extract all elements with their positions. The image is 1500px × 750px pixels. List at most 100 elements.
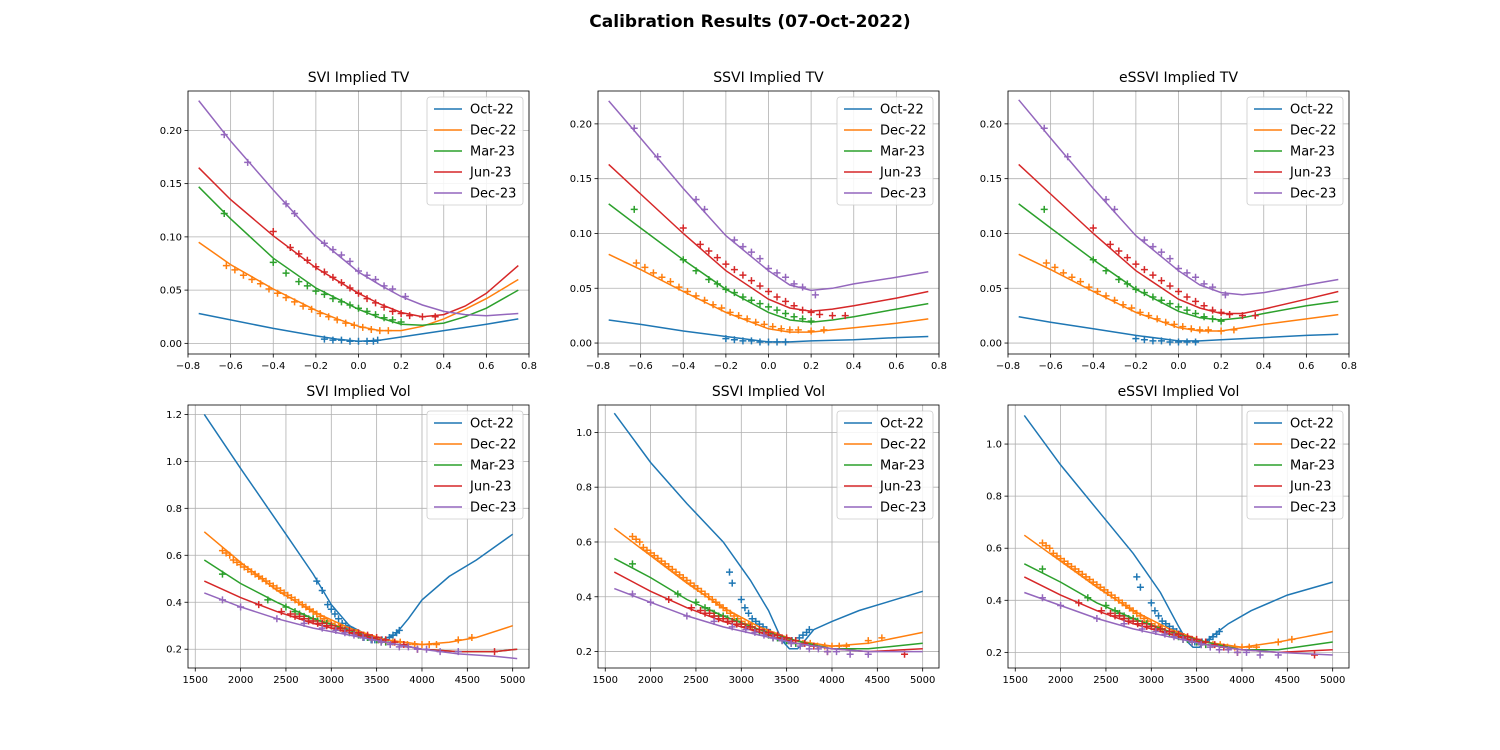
data-point-Mar-23 [218, 570, 226, 578]
data-point-Jun-23 [713, 254, 721, 262]
data-point-Dec-22 [1122, 602, 1130, 610]
data-point-Oct-22 [1215, 628, 1223, 636]
data-point-Jun-23 [303, 256, 311, 264]
data-point-Dec-22 [1133, 609, 1141, 617]
data-point-Jun-23 [1123, 254, 1131, 262]
data-point-Dec-22 [679, 574, 687, 582]
data-point-Dec-23 [337, 251, 345, 259]
data-point-Dec-22 [1042, 542, 1050, 550]
data-point-Jun-23 [756, 282, 764, 290]
series-line-Oct-22 [1018, 315, 1339, 342]
data-point-Dec-23 [782, 273, 790, 281]
data-point-Dec-22 [694, 585, 702, 593]
legend-label: Oct-22 [470, 417, 514, 432]
x-tick-label: 4500 [455, 675, 480, 686]
data-point-Dec-22 [255, 572, 263, 580]
series-line-Dec-23 [198, 100, 519, 317]
data-point-Mar-23 [756, 300, 764, 308]
data-point-Oct-22 [782, 338, 790, 346]
y-tick-label: 0.05 [160, 286, 182, 297]
data-point-Jun-23 [783, 634, 791, 642]
y-tick-label: 0.8 [576, 483, 592, 494]
data-point-Mar-23 [389, 316, 397, 324]
x-tick-label: −0.8 [586, 361, 610, 372]
data-point-Dec-23 [1175, 265, 1182, 273]
data-point-Dec-23 [372, 275, 380, 283]
data-point-Jun-23 [491, 648, 499, 656]
data-point-Oct-22 [730, 336, 738, 344]
y-tick-label: 0.2 [576, 647, 592, 658]
data-point-Jun-23 [320, 268, 328, 276]
data-point-Oct-22 [313, 577, 321, 585]
series-line-Dec-22 [1023, 534, 1333, 648]
legend-box [836, 96, 934, 206]
data-point-Dec-22 [752, 318, 760, 326]
data-point-Jun-23 [1175, 630, 1182, 638]
data-point-Dec-23 [1120, 620, 1128, 628]
data-point-Mar-23 [1157, 296, 1165, 304]
series-line-Oct-22 [1023, 414, 1333, 648]
data-point-Oct-22 [728, 579, 736, 587]
x-tick-label: −0.2 [714, 361, 738, 372]
data-point-Jun-23 [277, 608, 285, 616]
data-point-Dec-23 [787, 639, 795, 647]
data-point-Dec-22 [266, 579, 274, 587]
data-point-Dec-23 [1200, 280, 1208, 288]
x-tick-label: 0.2 [393, 361, 409, 372]
data-point-Mar-23 [1089, 256, 1097, 264]
data-point-Jun-23 [807, 308, 815, 316]
data-point-Dec-22 [636, 538, 644, 546]
x-tick-label: 5000 [1320, 675, 1345, 686]
data-point-Jun-23 [1175, 288, 1182, 296]
data-point-Jun-23 [1183, 293, 1191, 301]
data-point-Dec-22 [716, 601, 724, 609]
data-point-Dec-22 [1140, 615, 1148, 623]
data-point-Jun-23 [1097, 607, 1105, 615]
x-tick-label: 2500 [273, 675, 298, 686]
data-point-Dec-22 [350, 321, 358, 329]
data-point-Mar-23 [320, 290, 328, 298]
legend-label: Dec-22 [880, 438, 926, 453]
data-point-Dec-23 [355, 267, 362, 275]
data-point-Jun-23 [327, 622, 335, 630]
data-point-Dec-22 [226, 551, 234, 559]
data-point-Dec-23 [386, 641, 394, 649]
data-point-Dec-23 [1038, 594, 1046, 602]
data-point-Dec-23 [244, 158, 252, 166]
data-point-Oct-22 [1183, 338, 1191, 346]
y-tick-label: 1.0 [166, 457, 182, 468]
data-point-Mar-23 [363, 307, 371, 315]
data-point-Oct-22 [1132, 335, 1140, 343]
data-point-Jun-23 [773, 293, 781, 301]
y-tick-label: 0.4 [576, 592, 592, 603]
data-point-Dec-22 [1187, 325, 1195, 333]
x-tick-label: 0.4 [1256, 361, 1272, 372]
data-point-Dec-22 [222, 262, 230, 270]
data-point-Dec-22 [777, 325, 785, 333]
data-point-Dec-22 [1129, 607, 1137, 615]
data-point-Jun-23 [1166, 282, 1174, 290]
series-line-Dec-22 [613, 527, 923, 647]
data-point-Dec-22 [1046, 544, 1054, 552]
data-point-Jun-23 [1106, 609, 1114, 617]
figure-title: Calibration Results (07-Oct-2022) [589, 12, 911, 32]
x-tick-label: −0.4 [261, 361, 285, 372]
data-point-Dec-23 [436, 648, 444, 656]
data-point-Dec-23 [320, 239, 328, 247]
data-point-Mar-23 [782, 309, 790, 317]
data-point-Oct-22 [327, 605, 335, 613]
data-point-Dec-23 [413, 645, 421, 653]
data-point-Mar-23 [807, 317, 815, 325]
data-point-Dec-22 [244, 565, 252, 573]
subplot-title: SVI Implied Vol [306, 384, 410, 400]
data-point-Dec-22 [820, 326, 828, 334]
legend-label: Mar-23 [470, 145, 515, 160]
data-point-Dec-23 [300, 619, 308, 627]
data-point-Oct-22 [805, 626, 813, 634]
data-point-Jun-23 [346, 284, 354, 292]
data-point-Jun-23 [1209, 306, 1217, 314]
data-point-Dec-22 [342, 319, 350, 327]
data-point-Dec-22 [1076, 278, 1084, 286]
legend: Oct-22 Dec-22 Mar-23 Jun-23 Dec-23 [1246, 96, 1344, 206]
data-point-Dec-22 [1230, 326, 1238, 334]
